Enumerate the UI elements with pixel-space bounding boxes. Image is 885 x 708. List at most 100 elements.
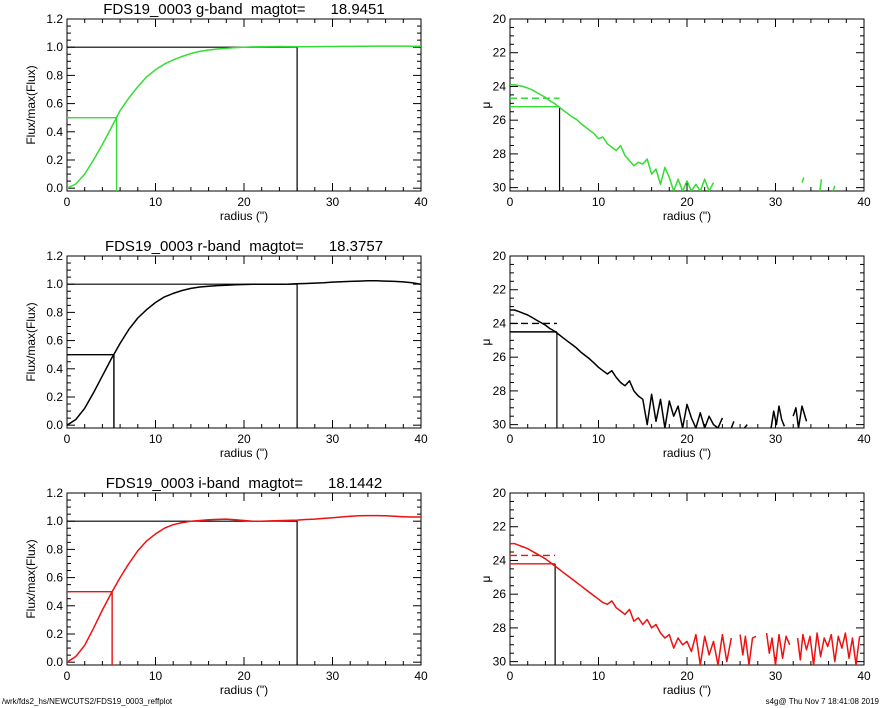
y-tick-label: 28 [493,384,507,398]
x-axis-label: radius (") [663,446,711,460]
series-line-0 [510,84,715,191]
x-axis-label: radius (") [220,209,268,223]
series-line-0 [510,542,733,665]
x-tick-label: 10 [149,669,163,683]
series-line-0 [67,514,421,663]
chart-title: FDS19_0003 i-band magtot= 18.1442 [106,475,382,492]
x-axis-label: radius (") [663,209,711,223]
x-tick-label: 20 [680,669,694,683]
y-tick-label: 1.2 [46,249,63,263]
x-axis-label: radius (") [220,683,268,697]
plot-area [67,514,421,665]
x-tick-label: 30 [769,195,783,209]
series-line-2 [743,424,748,428]
series-line-0 [67,45,421,189]
x-tick-label: 30 [769,669,783,683]
chart-panel-g-growth-curve: 0 10 20 30 40 0.0 0.2 0.4 0.6 0.8 1.0 1.2 radius (")… [24,1,428,223]
y-tick-label: 0.2 [46,390,63,404]
x-tick-label: 40 [857,432,871,446]
y-tick-label: 24 [493,316,507,330]
series-line-1 [739,634,757,665]
y-tick-label: 0.4 [46,599,63,613]
y-tick-label: 22 [493,46,507,60]
plot-frame [66,18,422,192]
x-tick-label: 20 [237,195,251,209]
x-tick-label: 0 [507,432,514,446]
y-tick-label: 24 [493,553,507,567]
x-tick-label: 20 [237,669,251,683]
chart-title: FDS19_0003 r-band magtot= 18.3757 [105,238,383,255]
y-tick-label: 28 [493,147,507,161]
x-tick-label: 0 [507,195,514,209]
series-line-1 [801,177,805,183]
x-tick-label: 30 [326,195,340,209]
plot-area [67,45,421,191]
x-tick-label: 20 [680,432,694,446]
x-tick-label: 0 [64,669,71,683]
footer-path: /wrk/fds2_hs/NEWCUTS2/FDS19_0003_reffplo… [2,697,173,706]
x-tick-label: 10 [149,432,163,446]
y-tick-label: 1.0 [46,277,63,291]
y-axis-label: μ [479,338,493,345]
y-axis-label: Flux/max(Flux) [24,302,38,381]
y-tick-label: 0.4 [46,125,63,139]
y-axis-label: μ [479,575,493,582]
y-axis-label: Flux/max(Flux) [24,539,38,618]
series-line-3 [796,632,861,665]
y-tick-label: 30 [493,655,507,669]
y-tick-label: 0.0 [46,418,63,432]
x-tick-label: 20 [680,195,694,209]
y-tick-label: 20 [493,12,507,26]
y-tick-label: 0.0 [46,655,63,669]
y-tick-label: 20 [493,249,507,263]
x-tick-label: 40 [414,669,428,683]
plot-area [510,84,836,191]
y-tick-label: 30 [493,181,507,195]
x-tick-label: 0 [507,669,514,683]
series-line-2 [819,179,823,191]
y-axis-label: μ [479,101,493,108]
y-tick-label: 26 [493,350,507,364]
chart-panel-r-growth-curve: 0 10 20 30 40 0.0 0.2 0.4 0.6 0.8 1.0 1.2 radius (")… [24,238,428,460]
y-tick-label: 26 [493,587,507,601]
chart-title: FDS19_0003 g-band magtot= 18.9451 [103,1,384,18]
y-tick-label: 28 [493,621,507,635]
x-tick-label: 30 [769,432,783,446]
x-tick-label: 10 [592,432,606,446]
series-line-3 [770,405,786,428]
y-tick-label: 0.6 [46,334,63,348]
x-tick-label: 40 [857,669,871,683]
y-tick-label: 1.0 [46,514,63,528]
x-tick-label: 0 [64,195,71,209]
footer-stamp: s4g@ Thu Nov 7 18:41:08 2019 [765,697,879,706]
x-tick-label: 20 [237,432,251,446]
y-axis-label: Flux/max(Flux) [24,65,38,144]
series-line-1 [730,421,735,428]
chart-panel-r-surface-brightness: 0 10 20 30 40 20 22 24 26 28 30 radius (") μ [479,249,871,460]
x-axis-label: radius (") [220,446,268,460]
series-line-0 [510,309,724,428]
y-tick-label: 0.8 [46,542,63,556]
x-axis-label: radius (") [663,683,711,697]
y-tick-label: 22 [493,283,507,297]
y-tick-label: 0.2 [46,627,63,641]
x-tick-label: 10 [592,195,606,209]
chart-panel-i-surface-brightness: 0 10 20 30 40 20 22 24 26 28 30 radius (") μ [479,486,871,697]
series-line-4 [792,405,808,428]
y-tick-label: 0.8 [46,305,63,319]
series-line-3 [832,185,836,191]
plot-frame [509,255,865,429]
half-light-marker [67,116,118,191]
chart-panel-i-growth-curve: 0 10 20 30 40 0.0 0.2 0.4 0.6 0.8 1.0 1.2 radius (")… [24,475,428,697]
half-light-marker [67,353,115,428]
y-tick-label: 0.6 [46,97,63,111]
plot-frame [509,18,865,192]
chart-panel-g-surface-brightness: 0 10 20 30 40 20 22 24 26 28 30 radius (") μ [479,12,871,223]
total-light-marker [67,46,298,191]
y-tick-label: 0.8 [46,68,63,82]
y-tick-label: 0.6 [46,571,63,585]
y-tick-label: 26 [493,113,507,127]
plot-area [510,309,808,428]
y-tick-label: 1.2 [46,12,63,26]
half-light-marker [67,590,113,665]
